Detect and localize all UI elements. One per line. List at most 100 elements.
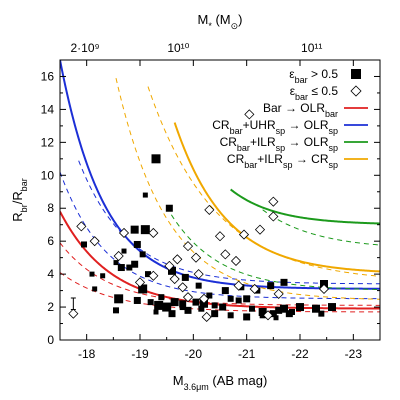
point-open-diamond <box>262 310 274 321</box>
point-open-diamond <box>201 311 212 323</box>
point-open-diamond <box>233 280 244 291</box>
top-tick-label: 10¹¹ <box>301 41 322 55</box>
point-filled-square <box>81 241 87 248</box>
point-filled-square <box>151 154 161 164</box>
y-tick-label: 4 <box>47 267 54 281</box>
point-filled-square <box>219 303 227 311</box>
point-filled-square <box>227 295 234 302</box>
top-tick-label: 2·10⁹ <box>70 41 99 55</box>
point-filled-square <box>259 312 266 319</box>
legend-label: Bar → OLRbar <box>263 101 338 119</box>
legend-marker-diamond <box>350 85 362 97</box>
y-tick-label: 8 <box>47 201 54 215</box>
point-open-diamond <box>198 293 210 304</box>
x-tick-label: -18 <box>78 347 96 361</box>
point-filled-square <box>318 310 325 317</box>
point-filled-square <box>296 303 304 312</box>
point-filled-square <box>142 192 148 198</box>
point-open-diamond <box>169 273 180 285</box>
legend-label: CRbar+ILRsp → OLRsp <box>220 135 338 153</box>
point-open-diamond <box>148 270 159 281</box>
point-filled-square <box>243 295 251 303</box>
curve-6 <box>230 188 380 225</box>
point-filled-square <box>280 278 288 286</box>
curve-4 <box>78 160 380 285</box>
point-filled-square <box>100 273 106 279</box>
point-filled-square <box>192 298 200 306</box>
data-points <box>68 109 336 323</box>
point-filled-square <box>139 251 146 258</box>
point-open-diamond <box>89 236 100 247</box>
point-filled-square <box>211 302 218 309</box>
plot-frame <box>59 59 381 341</box>
legend-label: CRbar+UHRsp → OLRsp <box>212 118 338 136</box>
point-open-diamond <box>177 282 188 293</box>
y-tick-label: 0 <box>47 333 54 347</box>
point-filled-square <box>243 313 251 321</box>
plot-background <box>60 60 380 340</box>
point-filled-square <box>162 302 172 312</box>
x-tick-label: -22 <box>291 347 309 361</box>
point-open-diamond <box>244 109 255 120</box>
point-filled-square <box>165 204 173 212</box>
point-filled-square <box>328 303 336 312</box>
point-filled-square <box>130 225 139 234</box>
point-filled-square <box>113 307 119 314</box>
point-filled-square <box>133 240 141 248</box>
point-filled-square <box>235 297 242 304</box>
point-filled-square <box>211 310 219 318</box>
point-filled-square <box>179 300 187 308</box>
top-tick-label: 10¹⁰ <box>167 41 189 55</box>
curve-11 <box>115 78 380 300</box>
point-open-diamond <box>68 308 79 319</box>
curve-7 <box>262 209 380 246</box>
point-filled-square <box>140 225 150 235</box>
legend-label: εbar > 0.5 <box>289 67 338 85</box>
point-open-diamond <box>249 283 260 295</box>
point-open-diamond <box>76 221 87 232</box>
point-open-diamond <box>268 211 279 222</box>
point-open-diamond <box>113 250 124 262</box>
y-tick-label: 10 <box>41 168 55 182</box>
point-filled-square <box>312 304 320 313</box>
point-filled-square <box>114 294 124 304</box>
legend-marker-square <box>351 69 361 79</box>
point-filled-square <box>269 310 277 318</box>
point-open-diamond <box>273 288 284 299</box>
x-axis-label: M3.6μm (AB mag) <box>173 373 268 392</box>
x-tick-label: -20 <box>185 347 203 361</box>
point-filled-square <box>158 294 165 301</box>
y-axis-label: Rbr/Rbar <box>10 178 29 221</box>
point-filled-square <box>121 248 127 254</box>
point-filled-square <box>168 266 176 275</box>
y-tick-label: 2 <box>47 300 54 314</box>
point-filled-square <box>275 306 283 314</box>
point-open-diamond <box>190 252 202 263</box>
axes: -18 -19 -20 -21 -22 -23 0 2 4 6 8 10 12 14 16 2·10⁹ 10¹⁰… <box>10 12 381 392</box>
point-filled-square <box>258 308 267 316</box>
point-filled-square <box>126 264 133 271</box>
point-filled-square <box>280 304 288 313</box>
legend-label: εbar ≤ 0.5 <box>290 84 339 102</box>
x-tick-label: -19 <box>131 347 149 361</box>
point-filled-square <box>198 305 205 312</box>
point-open-diamond <box>214 231 226 242</box>
point-open-diamond <box>148 227 159 239</box>
curve-8 <box>166 206 380 291</box>
point-open-diamond <box>118 227 130 239</box>
point-filled-square <box>249 305 255 312</box>
point-open-diamond <box>230 255 242 267</box>
point-open-diamond <box>204 204 215 215</box>
y-tick-label: 16 <box>41 69 55 83</box>
point-open-diamond <box>134 277 146 288</box>
point-filled-square <box>206 292 213 299</box>
point-filled-square <box>138 284 148 294</box>
point-filled-square <box>131 260 139 268</box>
point-open-diamond <box>254 224 266 235</box>
point-open-diamond <box>164 260 175 271</box>
point-filled-square <box>92 286 98 292</box>
point-filled-square <box>147 299 154 306</box>
point-filled-square <box>168 310 176 318</box>
point-filled-square <box>221 287 229 295</box>
